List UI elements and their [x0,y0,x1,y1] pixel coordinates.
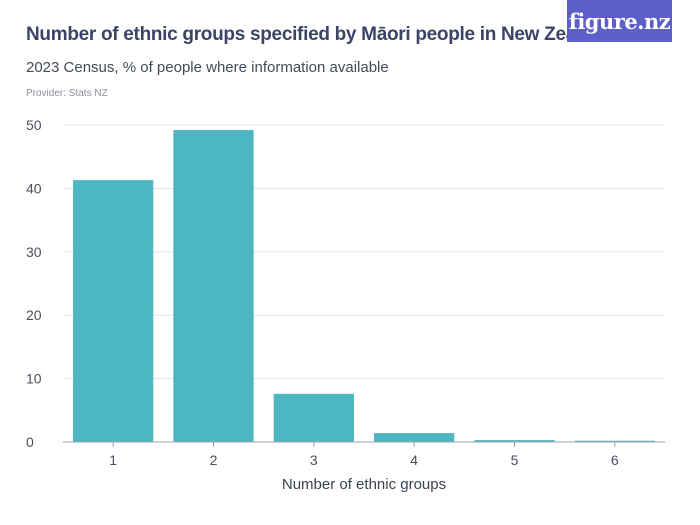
x-tick-label: 6 [611,452,619,468]
bar-4[interactable] [374,433,455,442]
x-tick-label: 1 [109,452,117,468]
grid-lines [63,124,665,380]
x-tick-label: 3 [310,452,318,468]
x-tick-label: 5 [511,452,519,468]
y-tick-label: 0 [26,434,34,450]
bar-5[interactable] [474,440,555,442]
x-axis-title: Number of ethnic groups [282,476,446,493]
bar-2[interactable] [173,130,254,442]
bar-6[interactable] [574,440,655,442]
y-tick-label: 10 [26,371,42,387]
x-tick-label: 4 [410,452,418,468]
chart-subtitle: 2023 Census, % of people where informati… [26,59,389,76]
y-tick-label: 20 [26,307,42,323]
bars [73,130,655,442]
figure-nz-logo[interactable]: figure.nz [567,0,672,42]
y-tick-label: 30 [26,244,42,260]
bar-3[interactable] [273,393,354,442]
axes: 0 10 20 30 40 50 1 2 3 4 5 6 [26,117,665,468]
x-tick-label: 2 [210,452,218,468]
y-tick-label: 40 [26,180,42,196]
y-tick-label: 50 [26,117,42,133]
data-provider: Provider: Stats NZ [26,88,108,99]
chart-title: Number of ethnic groups specified by Māo… [26,24,614,45]
bar-1[interactable] [73,180,154,442]
